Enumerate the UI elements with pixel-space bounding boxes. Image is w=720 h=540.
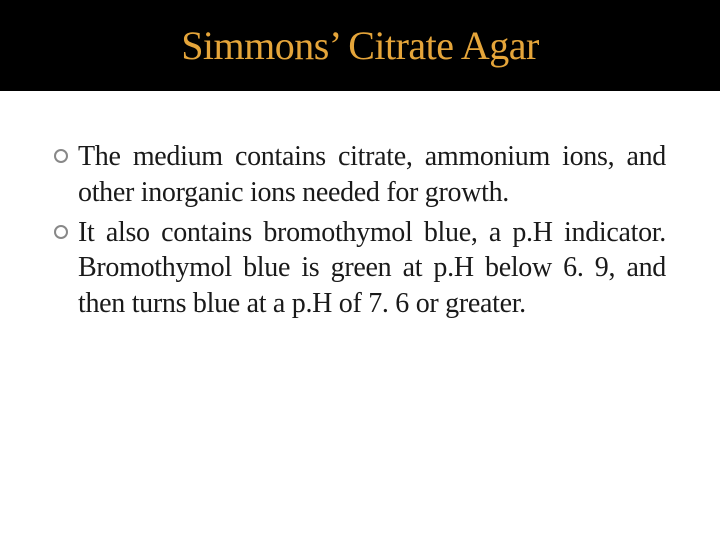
list-item: It also contains bromothymol blue, a p.H… [54,215,666,322]
list-item: The medium contains citrate, ammonium io… [54,139,666,211]
slide-title: Simmons’ Citrate Agar [0,22,720,69]
bullet-icon [54,149,68,163]
bullet-text: It also contains bromothymol blue, a p.H… [78,215,666,322]
slide-body: The medium contains citrate, ammonium io… [0,91,720,322]
title-bar: Simmons’ Citrate Agar [0,0,720,91]
bullet-text: The medium contains citrate, ammonium io… [78,139,666,211]
bullet-icon [54,225,68,239]
